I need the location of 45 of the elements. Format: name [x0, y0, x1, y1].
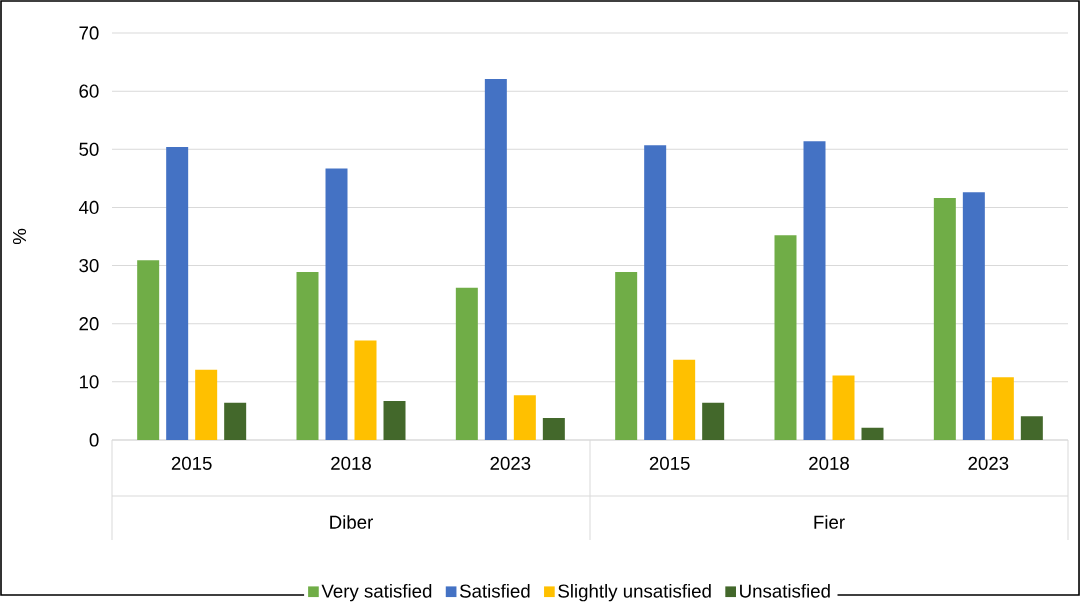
- y-tick-label: 0: [89, 433, 99, 447]
- y-tick-label: 70: [79, 26, 99, 40]
- x-tick-label: 2018: [331, 456, 371, 470]
- y-tick-label: 20: [79, 317, 99, 331]
- bar: [991, 377, 1014, 441]
- y-tick-label: 30: [79, 259, 99, 273]
- bar: [137, 260, 160, 441]
- y-tick-label: 50: [79, 142, 99, 156]
- legend-label: Unsatisfied: [740, 584, 830, 598]
- bar: [861, 427, 884, 441]
- x-tick-label: 2015: [171, 456, 212, 470]
- bar: [1020, 416, 1043, 441]
- bar: [615, 272, 638, 441]
- x-tick-label: 2023: [968, 456, 1009, 470]
- bar: [542, 417, 565, 441]
- bar: [933, 198, 956, 441]
- bar: [774, 235, 797, 441]
- legend-label: Very satisfied: [321, 584, 432, 602]
- bar: [166, 147, 189, 441]
- bar: [962, 192, 985, 441]
- bar: [644, 145, 667, 441]
- bar: [383, 401, 406, 441]
- legend-label: Slightly unsatisfied: [558, 584, 711, 602]
- bar: [702, 402, 725, 441]
- x-tick-label: 2015: [649, 456, 690, 470]
- bar: [513, 395, 536, 441]
- bar: [484, 79, 507, 441]
- bar: [673, 359, 696, 441]
- bar: [803, 141, 826, 441]
- bar: [325, 168, 348, 441]
- bar: [455, 287, 478, 441]
- x-tick-label: 2023: [490, 456, 531, 470]
- bar: [296, 272, 319, 441]
- legend-label: Satisfied: [459, 584, 530, 598]
- y-tick-label: 40: [78, 200, 99, 215]
- bar: [832, 375, 855, 441]
- y-axis-title: %: [12, 228, 27, 245]
- y-tick-label: 60: [79, 84, 99, 98]
- bar: [354, 340, 377, 441]
- bar: [224, 402, 247, 441]
- y-tick-label: 10: [79, 375, 99, 389]
- x-tick-label: 2018: [809, 456, 849, 470]
- text: Fier: [814, 515, 845, 529]
- bar: [195, 369, 218, 441]
- text: Diber: [330, 515, 373, 529]
